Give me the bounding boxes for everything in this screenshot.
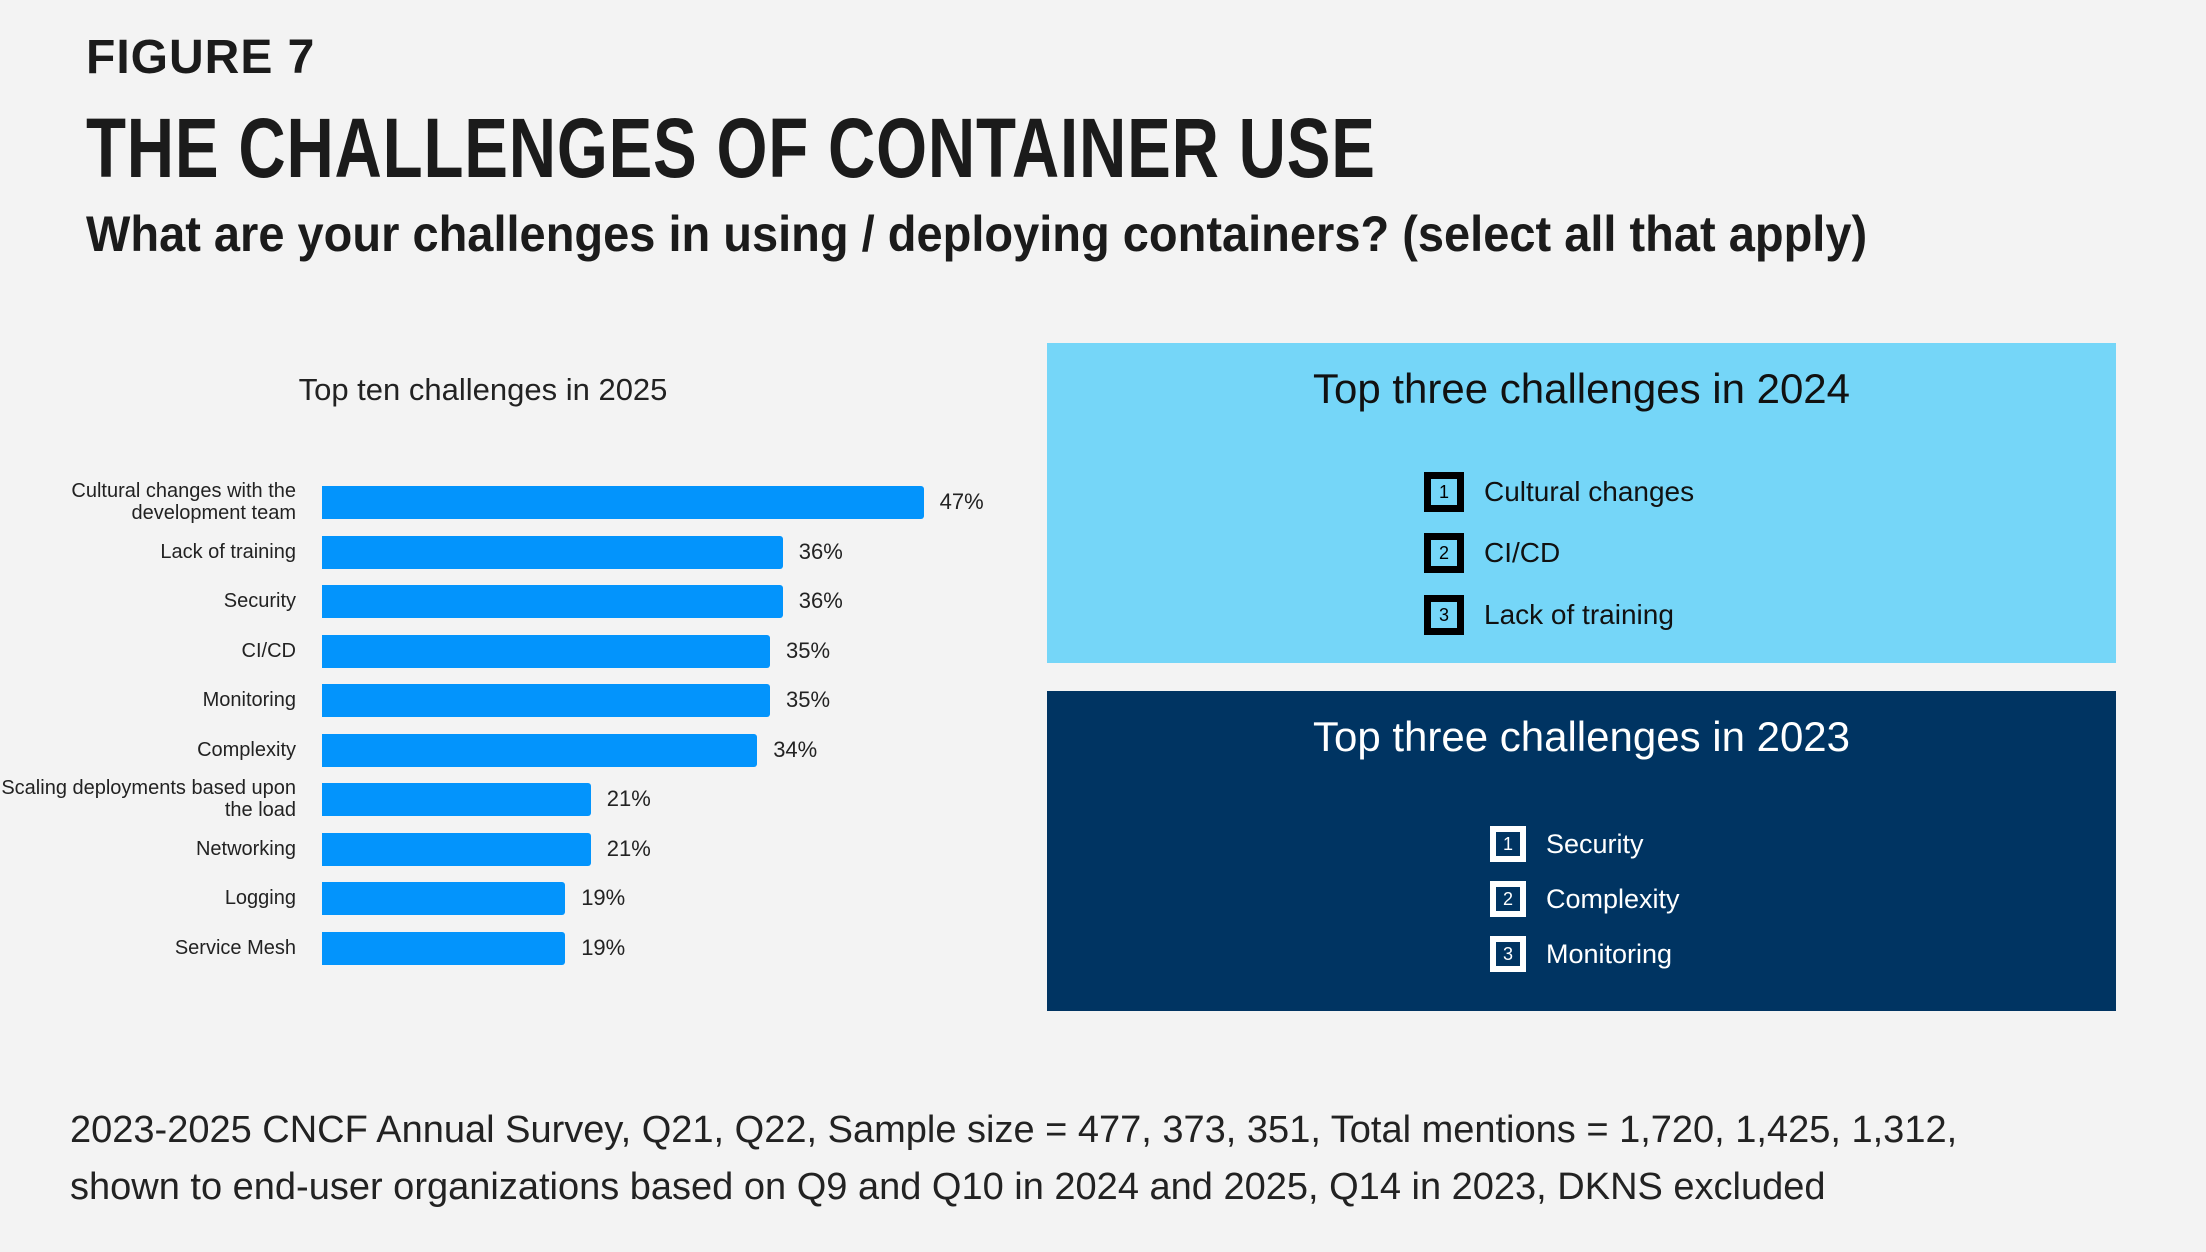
- category-label: Complexity: [197, 738, 296, 761]
- bar: [322, 931, 566, 965]
- category-label: Scaling deployments based upon the load: [1, 777, 296, 821]
- value-label: 19%: [581, 934, 626, 960]
- panel-2024: Top three challenges in 2024 1 Cultural c…: [1047, 343, 2116, 663]
- item-label: Lack of training: [1484, 599, 1674, 630]
- category-label: Security: [223, 590, 296, 612]
- footnote: 2023-2025 CNCF Annual Survey, Q21, Q22, …: [70, 1102, 1957, 1216]
- value-label: 19%: [581, 885, 626, 910]
- value-label: 47%: [939, 489, 984, 514]
- footnote-line: 2023-2025 CNCF Annual Survey, Q21, Q22, …: [70, 1109, 1958, 1151]
- list-item: 3 Lack of training: [1424, 595, 1674, 635]
- item-label: CI/CD: [1484, 537, 1561, 568]
- bar: [322, 634, 770, 668]
- category-label: Cultural changes with the development te…: [71, 480, 296, 524]
- bar: [322, 486, 924, 519]
- value-label: 21%: [606, 786, 651, 811]
- rank-badge: 2: [1424, 533, 1464, 573]
- bar: [322, 535, 783, 569]
- item-label: Monitoring: [1546, 938, 1673, 969]
- figure-label: FIGURE 7: [86, 31, 316, 84]
- value-label: 34%: [773, 736, 818, 762]
- chart-title: Top ten challenges in 2025: [298, 372, 668, 407]
- category-label: Logging: [224, 887, 296, 909]
- rank-badge: 1: [1424, 472, 1464, 512]
- value-label: 21%: [606, 835, 651, 861]
- value-label: 36%: [798, 588, 843, 613]
- list-item: 2 CI/CD: [1424, 533, 1560, 573]
- list-item: 2 Complexity: [1490, 881, 1680, 917]
- bar: [322, 733, 758, 767]
- rank-badge: 2: [1490, 881, 1526, 917]
- item-label: Complexity: [1546, 883, 1680, 914]
- bar: [322, 783, 591, 816]
- rank-badge: 3: [1490, 936, 1526, 972]
- value-label: 35%: [786, 637, 831, 663]
- category-label: Lack of training: [160, 540, 296, 563]
- item-label: Security: [1546, 828, 1644, 859]
- rank-badge: 1: [1490, 826, 1526, 862]
- value-label: 36%: [798, 538, 843, 564]
- panel-2023-title: Top three challenges in 2023: [1312, 713, 1851, 760]
- list-item: 3 Monitoring: [1490, 936, 1672, 972]
- list-item: 1 Security: [1490, 826, 1644, 862]
- page-subtitle: What are your challenges in using / depl…: [86, 206, 1868, 262]
- footnote-line: shown to end-user organizations based on…: [70, 1166, 1826, 1208]
- list-item: 1 Cultural changes: [1424, 472, 1694, 512]
- bar: [322, 882, 566, 915]
- category-label: Networking: [195, 837, 296, 860]
- value-label: 35%: [786, 687, 831, 712]
- page-title: THE CHALLENGES OF CONTAINER USE: [86, 101, 1376, 195]
- category-label: Monitoring: [202, 689, 296, 711]
- panel-2024-title: Top three challenges in 2024: [1312, 365, 1851, 412]
- bar: [322, 684, 770, 717]
- bar: [322, 832, 591, 866]
- panel-2023: Top three challenges in 2023 1 Security 2…: [1047, 691, 2116, 1011]
- item-label: Cultural changes: [1484, 476, 1695, 507]
- category-label: CI/CD: [241, 639, 296, 662]
- bar: [322, 585, 783, 618]
- category-label: Service Mesh: [174, 936, 296, 959]
- rank-badge: 3: [1424, 595, 1464, 635]
